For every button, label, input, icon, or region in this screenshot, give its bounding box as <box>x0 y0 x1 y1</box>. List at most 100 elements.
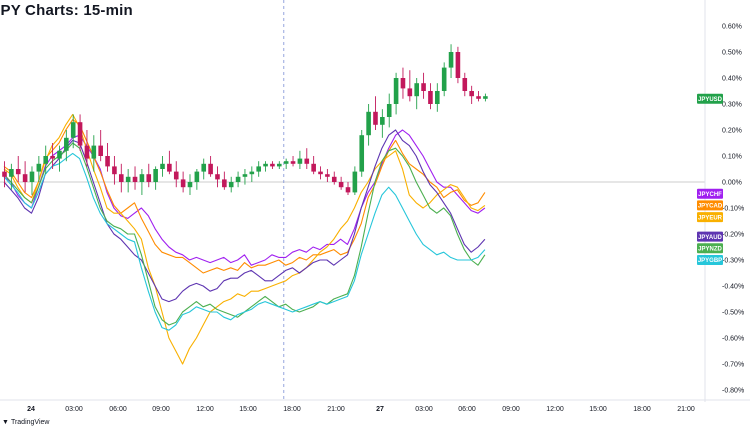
series-line-jpyaud <box>3 129 486 303</box>
y-tick-label: -0.30% <box>722 258 744 265</box>
series-tag-jpyusd <box>697 93 723 104</box>
candle-body <box>338 182 344 188</box>
y-tick-label: 0.40% <box>722 76 742 83</box>
candle-body <box>77 122 83 146</box>
series-line-jpygbp <box>3 152 486 331</box>
brand-label: TradingView <box>10 419 50 426</box>
series-tag-label: JPYCAD <box>698 204 723 210</box>
candle-body <box>98 145 103 156</box>
candle-body <box>2 171 7 177</box>
candle-body <box>270 163 275 167</box>
candle-body <box>277 163 282 167</box>
candle-body <box>153 169 158 182</box>
candle-body <box>393 78 399 104</box>
y-tick-label: -0.80% <box>722 388 744 395</box>
x-tick-label: 15:00 <box>589 406 607 413</box>
candle-body <box>359 135 365 172</box>
candle-body <box>249 171 255 175</box>
candle-body <box>43 156 49 164</box>
series-tag-jpycad <box>697 200 723 211</box>
candle-body <box>483 96 488 99</box>
x-tick-label: 24 <box>27 406 35 413</box>
candle-body <box>173 171 179 180</box>
candle-body <box>304 158 310 164</box>
candle-body <box>345 187 351 193</box>
candle-body <box>435 91 440 104</box>
candle-body <box>91 145 97 159</box>
series-tag-label: JPYCHF <box>698 192 722 198</box>
x-tick-label: 18:00 <box>633 406 651 413</box>
candle-body <box>441 67 447 91</box>
candle-body <box>64 137 69 151</box>
candle-body <box>105 156 110 167</box>
x-tick-label: 12:00 <box>546 406 564 413</box>
candle-body <box>448 52 454 68</box>
y-tick-label: -0.50% <box>722 310 744 317</box>
candle-body <box>208 163 213 175</box>
x-tick-label: 09:00 <box>152 406 170 413</box>
candle-body <box>235 176 241 182</box>
candle-body <box>455 52 461 78</box>
series-line-jpyeur <box>3 113 486 365</box>
series-tag-label: JPYEUR <box>698 215 723 221</box>
x-tick-label: 12:00 <box>196 406 214 413</box>
series-tag-jpygbp <box>697 255 723 265</box>
candle-body <box>462 78 468 91</box>
candle-body <box>290 161 296 164</box>
candle-body <box>215 174 220 180</box>
candle-body <box>132 176 138 182</box>
y-tick-label: 0.20% <box>722 128 742 135</box>
y-tick-label: 0.30% <box>722 102 742 109</box>
series-tag-label: JPYAUD <box>698 235 722 241</box>
y-tick-label: 0.00% <box>722 180 742 187</box>
y-tick-label: -0.20% <box>722 232 744 239</box>
candle-body <box>476 96 481 99</box>
y-tick-label: -0.60% <box>722 336 744 343</box>
candle-body <box>414 83 419 97</box>
candle-body <box>263 163 268 167</box>
candle-body <box>297 158 303 164</box>
candle-body <box>407 88 413 97</box>
candle-body <box>331 176 337 182</box>
x-tick-label: 06:00 <box>109 406 127 413</box>
candle-body <box>29 171 35 182</box>
candle-body <box>146 174 152 182</box>
candle-body <box>160 163 165 169</box>
candle-body <box>366 111 371 136</box>
candle-body <box>180 179 186 188</box>
y-tick-label: 0.50% <box>722 50 742 57</box>
candle-body <box>352 171 358 193</box>
y-tick-label: -0.40% <box>722 284 744 291</box>
candle-body <box>373 111 378 125</box>
y-tick-label: -0.70% <box>722 362 744 369</box>
candle-body <box>22 174 28 182</box>
candle-body <box>36 163 42 172</box>
candle-body <box>469 91 474 97</box>
candle-body <box>125 176 131 182</box>
candle-body <box>112 166 117 175</box>
candle-body <box>283 161 289 164</box>
candle-body <box>201 163 207 172</box>
y-tick-label: -0.10% <box>722 206 744 213</box>
series-tag-jpyaud <box>697 231 723 242</box>
x-tick-label: 21:00 <box>677 406 695 413</box>
x-tick-label: 09:00 <box>502 406 520 413</box>
candle-body <box>167 163 172 172</box>
candle-body <box>50 156 55 159</box>
x-tick-label: 21:00 <box>327 406 345 413</box>
candle-body <box>187 182 193 188</box>
chart-title: JPY Charts: 15-min <box>0 2 133 19</box>
candle-body <box>380 117 385 125</box>
candle-body <box>228 182 234 188</box>
series-line-jpycad <box>3 119 486 274</box>
tradingview-brand: ▼ TradingView <box>2 419 49 426</box>
series-tag-label: JPYNZD <box>698 247 722 253</box>
candle-body <box>242 174 248 177</box>
series-tag-jpychf <box>697 188 723 199</box>
candle-body <box>15 169 21 175</box>
series-tag-label: JPYUSD <box>698 97 723 103</box>
series-tag-jpyeur <box>697 212 723 223</box>
x-tick-label: 03:00 <box>415 406 433 413</box>
